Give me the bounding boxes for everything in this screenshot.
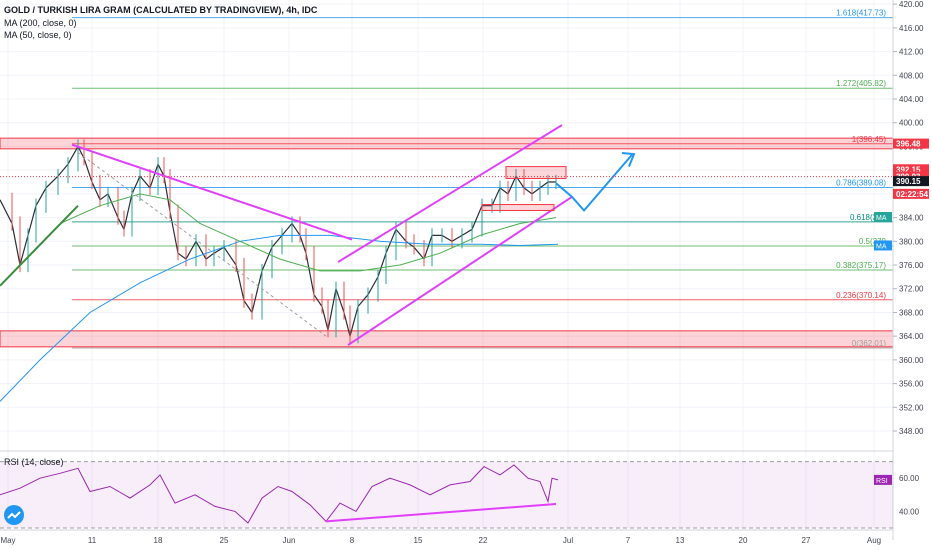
channel-upper-line (337, 124, 563, 263)
price-axis-label: 404.00 (899, 95, 924, 104)
time-axis-label: 20 (739, 536, 748, 545)
price-axis-label: 376.00 (899, 261, 924, 270)
price-axis-label: 380.00 (899, 237, 924, 246)
projection-arrow (555, 154, 633, 212)
ma-badge (874, 240, 892, 251)
time-axis-label: 22 (479, 536, 488, 545)
price-axis-label: 408.00 (899, 71, 924, 80)
rsi-line (0, 464, 559, 524)
rsi-axis-label: 40.00 (899, 507, 920, 516)
time-axis-label: May (0, 536, 15, 545)
time-axis-label: 11 (88, 536, 97, 545)
price-axis-label: 368.00 (899, 308, 924, 317)
consolidation-box (481, 204, 555, 211)
ma-badge (874, 211, 892, 222)
rsi-badge (874, 474, 892, 485)
ma-badge-text: MA (876, 243, 887, 250)
price-label-box (893, 188, 929, 199)
rsi-legend[interactable]: RSI (14, close) (4, 457, 64, 467)
fib-level-label: 0.382(375.17) (836, 261, 886, 270)
price-axis-label: 416.00 (899, 24, 924, 33)
price-axis-label: 420.00 (899, 0, 924, 9)
chart-title: GOLD / TURKISH LIRA GRAM (CALCULATED BY … (4, 5, 318, 15)
ma50-legend[interactable]: MA (50, close, 0) (4, 30, 72, 40)
time-axis-label: 7 (626, 536, 631, 545)
rsi-divergence-line (325, 502, 557, 523)
time-axis-label: 13 (676, 536, 685, 545)
channel-lower-line (347, 196, 573, 346)
projection-arrowhead (621, 151, 636, 167)
time-axis-label: Jul (563, 536, 573, 545)
time-axis-label: Aug (867, 536, 881, 545)
price-label-text: 392.15 (896, 165, 921, 174)
time-axis-label: 25 (220, 536, 229, 545)
price-axis-label: 372.00 (899, 285, 924, 294)
support-trendline (0, 205, 79, 287)
price-label-text: 02:22:54 (896, 190, 929, 199)
downtrend-line (71, 143, 353, 241)
time-axis-label: 18 (154, 536, 163, 545)
ma200-line (0, 234, 559, 402)
time-axis-label: 27 (802, 536, 811, 545)
price-label-box (893, 176, 929, 187)
fib-level-label: 1.618(417.73) (836, 9, 886, 18)
time-axis-label: 15 (414, 536, 423, 545)
fib-level-label: 0.236(370.14) (836, 291, 886, 300)
price-label-box (893, 164, 929, 175)
price-axis-label: 352.00 (899, 403, 924, 412)
tradingview-logo-icon (4, 505, 24, 525)
fib-level-label: 1.272(405.82) (836, 79, 886, 88)
price-label-box (893, 138, 929, 149)
price-axis-label: 384.00 (899, 214, 924, 223)
price-axis-label: 348.00 (899, 427, 924, 436)
ma200-legend[interactable]: MA (200, close, 0) (4, 18, 77, 28)
ma50-line (59, 193, 557, 272)
price-label-text: 396.48 (896, 140, 921, 149)
price-axis-label: 412.00 (899, 48, 924, 57)
time-axis-label: Jun (283, 536, 296, 545)
fib-level-label: 1(396.45) (852, 135, 887, 144)
fib-level-label: 0(362.01) (852, 339, 887, 348)
fib-level-label: 0.5(379 (859, 237, 887, 246)
time-axis-label: 8 (350, 536, 355, 545)
consolidation-box (505, 166, 567, 179)
price-axis-label: 356.00 (899, 380, 924, 389)
rsi-badge-text: RSI (876, 478, 888, 485)
price-axis-label: 360.00 (899, 356, 924, 365)
price-axis-label: 364.00 (899, 332, 924, 341)
ma-badge-text: MA (876, 215, 887, 222)
rsi-axis-label: 60.00 (899, 474, 920, 483)
rsi-band (0, 461, 893, 528)
resistance-zone (0, 330, 894, 348)
price-axis-label: 400.00 (899, 119, 924, 128)
fib-level-label: 0.786(389.08) (836, 178, 886, 187)
price-label-text: 390.15 (896, 177, 921, 186)
fib-level-label: 0.618(383 (850, 213, 887, 222)
